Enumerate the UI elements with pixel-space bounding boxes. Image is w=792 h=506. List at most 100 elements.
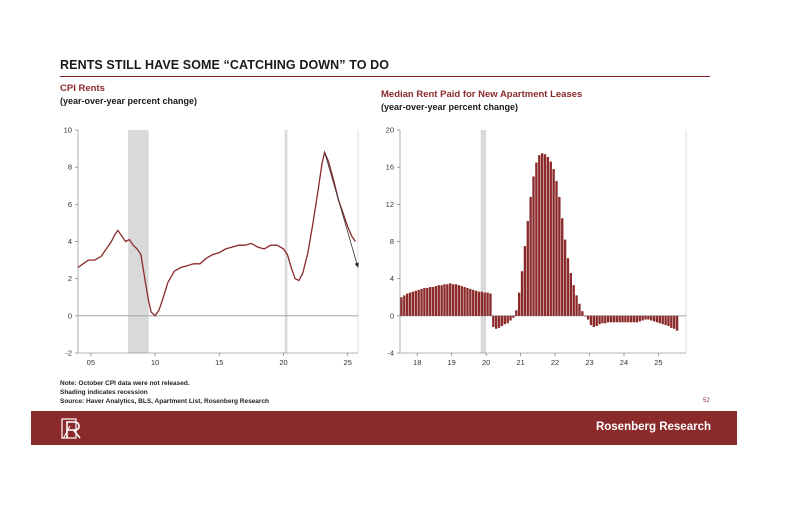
y-tick-label: 8 (68, 163, 72, 172)
bar (563, 239, 567, 316)
bar (483, 292, 486, 316)
right-chart-subtitle: (year-over-year percent change) (381, 102, 519, 112)
bar (552, 169, 555, 316)
bar (406, 293, 409, 316)
bar (569, 273, 573, 316)
x-tick-label: 23 (585, 358, 593, 367)
x-tick-label: 18 (413, 358, 421, 367)
bar (503, 315, 506, 325)
y-tick-label: 6 (68, 200, 72, 209)
bar (403, 295, 406, 316)
y-tick-label: 2 (68, 274, 72, 283)
x-tick-label: 25 (344, 358, 352, 367)
bar (417, 289, 420, 316)
bar (664, 315, 667, 326)
note-line: Note: October CPI data were not released… (60, 380, 190, 387)
bar (589, 315, 593, 326)
left-chart-subtitle: (year-over-year percent change) (60, 96, 198, 106)
bar (440, 285, 443, 316)
bar (635, 315, 639, 323)
trend-arrow-head (354, 262, 359, 268)
y-tick-label: -4 (387, 349, 394, 358)
bar (612, 315, 616, 323)
bar (638, 315, 641, 322)
bar (480, 291, 484, 316)
bar (437, 285, 440, 316)
bar (572, 285, 575, 316)
bar (520, 271, 524, 316)
bar (655, 315, 659, 323)
y-tick-label: -2 (65, 349, 72, 358)
page-number: 52 (703, 398, 710, 404)
bar (673, 315, 676, 329)
cpi-rents-line (77, 150, 356, 317)
bar (549, 161, 552, 316)
bar (581, 311, 584, 316)
y-tick-label: 4 (68, 237, 72, 246)
bar (629, 315, 633, 323)
bar (543, 154, 547, 316)
bar (670, 315, 673, 328)
bar (555, 181, 558, 316)
bar (650, 315, 653, 321)
bar (428, 287, 432, 316)
bar (446, 284, 449, 316)
new-lease-rent-chart: -4 0 4 8 12 16 20 18 19 20 21 22 23 24 25 (386, 126, 687, 367)
bar (426, 287, 429, 316)
x-tick-label: 21 (516, 358, 524, 367)
bar (451, 284, 455, 316)
bar (641, 315, 644, 321)
slide-title: RENTS STILL HAVE SOME “CATCHING DOWN” TO… (60, 58, 390, 72)
bar (526, 221, 529, 316)
bar (466, 287, 469, 316)
y-tick-label: 12 (386, 200, 394, 209)
bar (506, 315, 509, 324)
recession-shading (480, 130, 487, 353)
bar (566, 258, 570, 316)
slide: RENTS STILL HAVE SOME “CATCHING DOWN” TO… (31, 31, 737, 445)
bar (604, 315, 607, 324)
bar (515, 310, 518, 316)
bar (477, 291, 481, 316)
bar (615, 315, 618, 323)
bar (546, 156, 550, 316)
y-tick-label: 20 (386, 126, 394, 135)
recession-shading (128, 130, 149, 353)
bar (509, 315, 512, 321)
bar (486, 292, 489, 316)
bar (408, 292, 412, 316)
bar (512, 315, 515, 318)
bar (460, 286, 463, 316)
bar (529, 196, 532, 316)
chart-notes: Note: October CPI data were not released… (60, 379, 269, 406)
note-line: Source: Haver Analytics, BLS, Apartment … (60, 398, 270, 405)
bar (584, 315, 587, 317)
bar (538, 155, 541, 316)
bar (420, 288, 423, 316)
bar (586, 315, 590, 320)
bar (647, 315, 650, 320)
bar (624, 315, 627, 323)
bar (675, 315, 679, 331)
bar (517, 292, 521, 316)
bar (540, 153, 544, 316)
bar (497, 315, 501, 328)
bar (414, 290, 417, 316)
x-tick-label: 24 (620, 358, 628, 367)
x-tick-label: 15 (215, 358, 223, 367)
y-tick-label: 10 (64, 126, 72, 135)
bar (627, 315, 630, 323)
x-tick-label: 20 (279, 358, 287, 367)
x-tick-label: 25 (654, 358, 662, 367)
left-chart-title: CPI Rents (60, 83, 105, 94)
bar (400, 297, 403, 316)
note-line: Shading indicates recession (60, 389, 148, 396)
y-tick-label: 8 (390, 237, 394, 246)
bar (578, 303, 581, 316)
bar (652, 315, 656, 322)
x-tick-label: 05 (87, 358, 95, 367)
bar (423, 287, 426, 316)
y-tick-label: 0 (68, 311, 72, 320)
y-tick-label: 16 (386, 163, 394, 172)
bar (474, 290, 478, 316)
